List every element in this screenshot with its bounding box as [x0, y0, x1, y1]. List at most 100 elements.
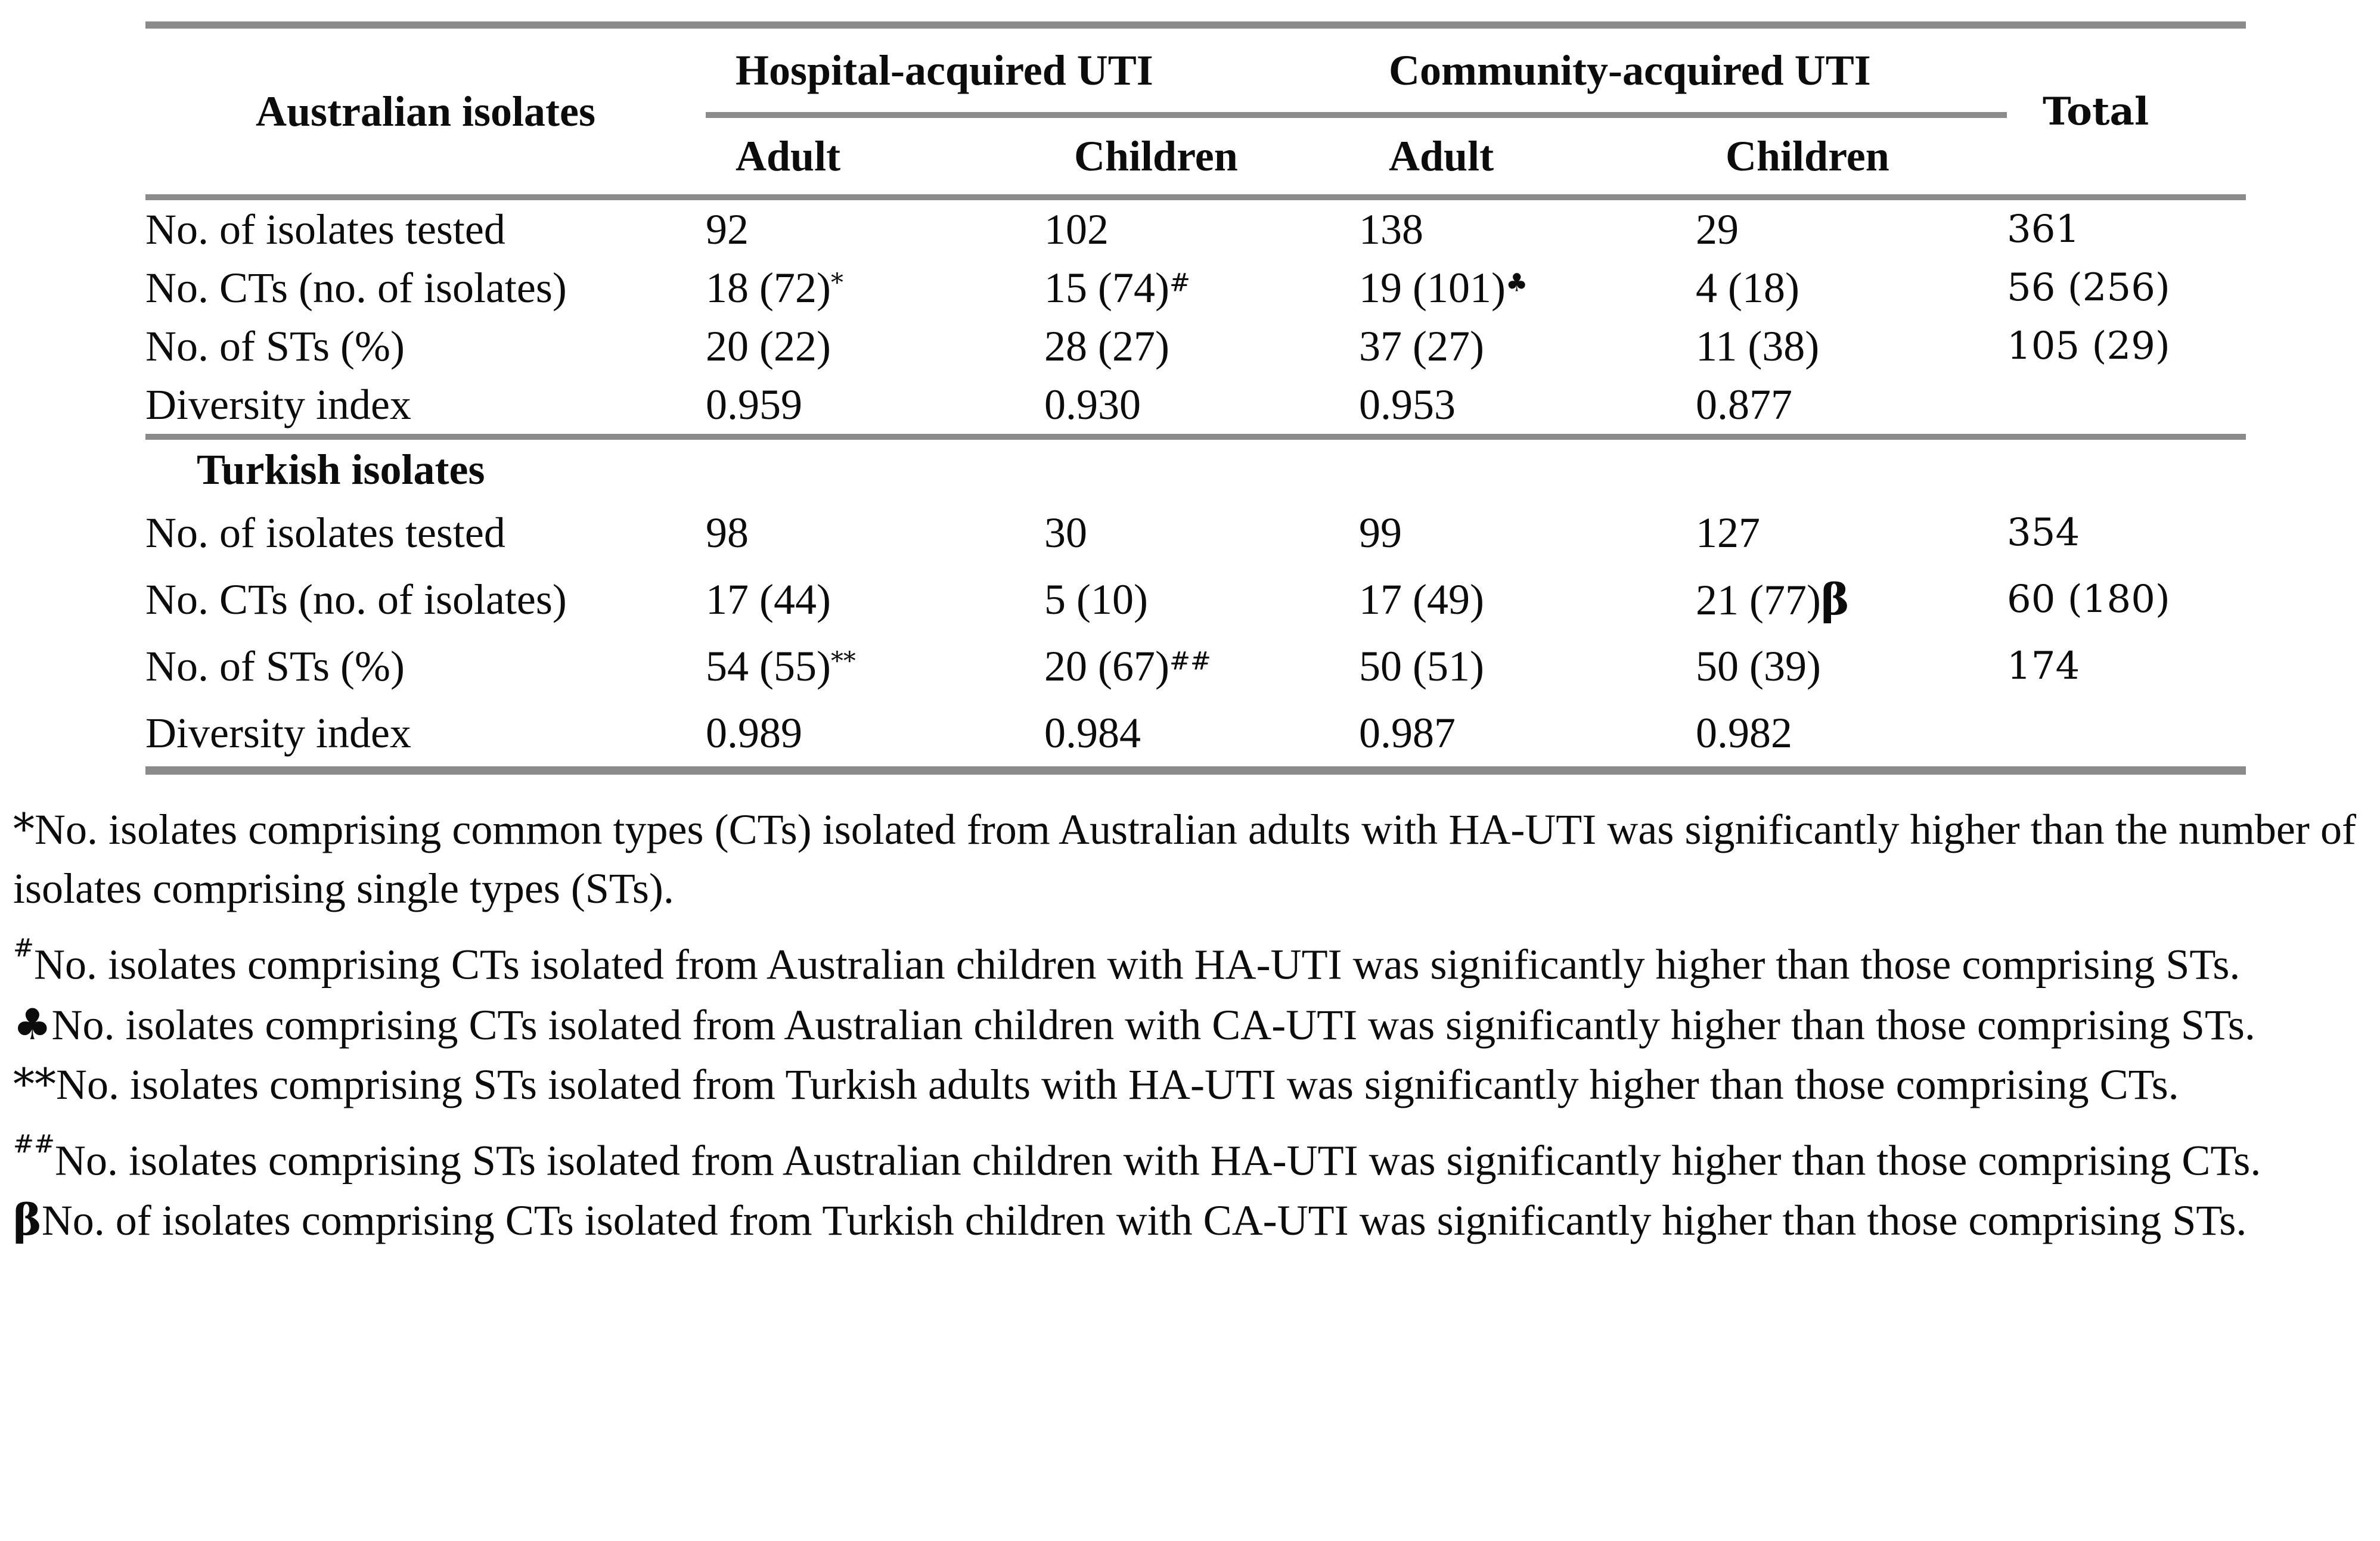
- data-cell: 11 (38): [1696, 317, 2007, 375]
- subheader-community-adult: Adult: [1359, 115, 1696, 200]
- group-header-hospital-acquired-uti: Hospital-acquired UTI: [706, 25, 1359, 118]
- cell-value: 98: [706, 508, 749, 557]
- data-cell: 5 (10): [1044, 566, 1359, 633]
- data-cell: 361: [2007, 197, 2246, 259]
- cell-value: 105 (29): [2007, 324, 2170, 368]
- data-cell: 102: [1044, 197, 1359, 259]
- footnote-marker: β: [13, 1194, 42, 1245]
- data-cell: 54 (55)**: [706, 633, 1044, 700]
- data-cell: 18 (72)*: [706, 259, 1044, 317]
- footnote: ##No. isolates comprising STs isolated f…: [13, 1114, 2356, 1191]
- cell-value: 4 (18): [1696, 263, 1799, 312]
- data-cell: 37 (27): [1359, 317, 1696, 375]
- data-cell: 99: [1359, 499, 1696, 566]
- section-header-row: Turkish isolates: [145, 437, 2246, 499]
- data-cell: 174: [2007, 633, 2246, 700]
- data-cell: 60 (180): [2007, 566, 2246, 633]
- footnote: **No. isolates comprising STs isolated f…: [13, 1055, 2356, 1114]
- data-cell: 0.989: [706, 700, 1044, 770]
- data-cell: 0.953: [1359, 375, 1696, 440]
- data-cell: 98: [706, 499, 1044, 566]
- cell-value: 29: [1696, 205, 1739, 253]
- cell-value: 20 (22): [706, 322, 831, 370]
- cell-value: 0.877: [1696, 380, 1792, 428]
- cell-marker: ♣: [1505, 267, 1528, 297]
- section-header: Turkish isolates: [197, 445, 485, 493]
- cell-value: 20 (67): [1044, 642, 1169, 690]
- total-column-header: Total: [2007, 25, 2246, 200]
- footnote: ♣No. isolates comprising CTs isolated fr…: [13, 995, 2356, 1055]
- data-cell: 21 (77)β: [1696, 566, 2007, 633]
- data-cell: 4 (18): [1696, 259, 2007, 317]
- row-label: Diversity index: [145, 375, 706, 440]
- cell-value: 18 (72): [706, 263, 831, 312]
- data-cell: 0.959: [706, 375, 1044, 440]
- cell-value: 28 (27): [1044, 322, 1169, 370]
- document-page: Australian isolates Hospital-acquired UT…: [0, 21, 2380, 1541]
- cell-value: 92: [706, 205, 749, 253]
- table-row: Diversity index 0.959 0.930 0.953 0.877: [145, 375, 2246, 440]
- footnote-text: No. isolates comprising CTs isolated fro…: [51, 1001, 2255, 1049]
- isolates-comparison-table: Australian isolates Hospital-acquired UT…: [145, 21, 2246, 775]
- footnotes: *No. isolates comprising common types (C…: [13, 800, 2356, 1250]
- group-header-community-acquired-uti: Community-acquired UTI: [1359, 25, 2007, 118]
- row-label: Diversity index: [145, 709, 411, 757]
- empty-cell: [1696, 437, 2007, 499]
- data-cell: 17 (49): [1359, 566, 1696, 633]
- footnote-text: No. isolates comprising STs isolated fro…: [56, 1060, 2179, 1108]
- cell-marker: β: [1820, 574, 1850, 625]
- cell-value: 361: [2007, 207, 2080, 251]
- table-header: Australian isolates Hospital-acquired UT…: [145, 25, 2246, 200]
- empty-cell: [1359, 437, 1696, 499]
- row-label: No. of isolates tested: [145, 205, 505, 253]
- footnote-marker: **: [13, 1058, 56, 1109]
- cell-value: 17 (49): [1359, 575, 1484, 623]
- cell-value: 99: [1359, 508, 1402, 557]
- table-row: No. of isolates tested 92 102 138 29 361: [145, 197, 2246, 259]
- footnote-marker: *: [13, 804, 35, 854]
- data-cell: 0.984: [1044, 700, 1359, 770]
- data-cell: 20 (22): [706, 317, 1044, 375]
- cell-value: 138: [1359, 205, 1423, 253]
- cell-value: 5 (10): [1044, 575, 1148, 623]
- table-row: No. of STs (%) 54 (55)** 20 (67)## 50 (51) 5…: [145, 633, 2246, 700]
- footnote-marker: ##: [13, 1129, 55, 1158]
- data-cell: [2007, 700, 2246, 770]
- data-cell: 354: [2007, 499, 2246, 566]
- data-cell: 0.877: [1696, 375, 2007, 440]
- cell-value: 0.989: [706, 709, 802, 757]
- row-label: No. of isolates tested: [145, 508, 505, 557]
- cell-marker: ##: [1169, 645, 1211, 675]
- data-cell: 17 (44): [706, 566, 1044, 633]
- footnote-text: No. isolates comprising STs isolated fro…: [54, 1136, 2261, 1185]
- footnote-marker: ♣: [13, 998, 52, 1049]
- cell-value: 127: [1696, 508, 1760, 557]
- cell-value: 174: [2007, 644, 2080, 688]
- footnote-marker: #: [13, 933, 34, 962]
- cell-value: 0.930: [1044, 380, 1141, 428]
- cell-value: 0.959: [706, 380, 802, 428]
- row-label-header: Australian isolates: [145, 25, 706, 200]
- subheader-hospital-children: Children: [1044, 115, 1359, 200]
- cell-value: 0.987: [1359, 709, 1456, 757]
- data-cell: 0.987: [1359, 700, 1696, 770]
- cell-value: 50 (39): [1696, 642, 1821, 690]
- cell-value: 19 (101): [1359, 263, 1506, 312]
- cell-value: 56 (256): [2007, 266, 2170, 310]
- footnote: βNo. of isolates comprising CTs isolated…: [13, 1190, 2356, 1250]
- footnote: #No. isolates comprising CTs isolated fr…: [13, 918, 2356, 995]
- footnote-text: No. isolates comprising common types (CT…: [13, 806, 2356, 912]
- data-cell: 105 (29): [2007, 317, 2246, 375]
- data-cell: 29: [1696, 197, 2007, 259]
- data-cell: 28 (27): [1044, 317, 1359, 375]
- cell-value: 11 (38): [1696, 322, 1820, 370]
- data-cell: 19 (101)♣: [1359, 259, 1696, 317]
- data-cell: 20 (67)##: [1044, 633, 1359, 700]
- cell-value: 0.953: [1359, 380, 1456, 428]
- data-cell: 0.982: [1696, 700, 2007, 770]
- cell-marker: *: [830, 267, 843, 297]
- cell-value: 17 (44): [706, 575, 831, 623]
- table-row: Diversity index 0.989 0.984 0.987 0.982: [145, 700, 2246, 770]
- footnote: *No. isolates comprising common types (C…: [13, 800, 2356, 918]
- subheader-community-children: Children: [1696, 115, 2007, 200]
